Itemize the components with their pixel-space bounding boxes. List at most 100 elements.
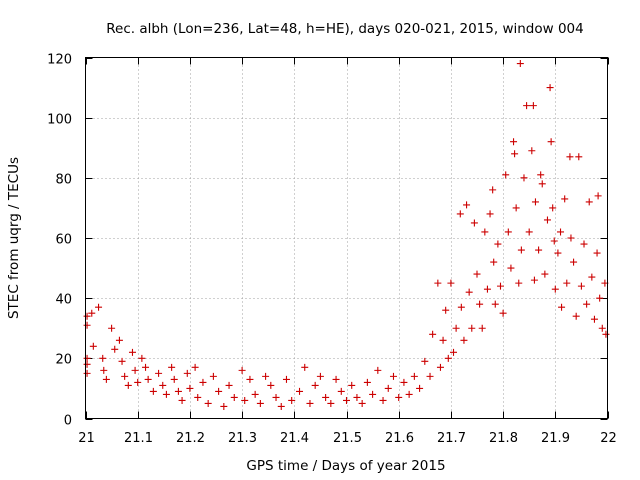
data-point-marker xyxy=(88,309,96,317)
data-point-marker xyxy=(421,357,429,365)
data-point-marker xyxy=(523,102,531,110)
data-point-marker xyxy=(490,258,498,266)
data-point-marker xyxy=(183,369,191,377)
data-point-marker xyxy=(83,354,91,362)
data-point-marker xyxy=(277,402,285,410)
data-point-marker xyxy=(583,300,591,308)
data-point-marker xyxy=(155,369,163,377)
data-point-marker xyxy=(442,306,450,314)
data-point-marker xyxy=(389,372,397,380)
data-point-marker xyxy=(246,375,254,383)
y-tick-label: 80 xyxy=(55,173,72,188)
data-point-marker xyxy=(486,210,494,218)
data-point-marker xyxy=(405,390,413,398)
data-point-marker xyxy=(557,228,565,236)
x-tick-label: 21.4 xyxy=(280,431,309,446)
data-point-marker xyxy=(483,285,491,293)
chart-title: Rec. albh (Lon=236, Lat=48, h=HE), days … xyxy=(106,21,583,37)
data-point-marker xyxy=(168,363,176,371)
data-point-marker xyxy=(194,393,202,401)
x-axis-label: GPS time / Days of year 2015 xyxy=(246,458,445,474)
data-point-marker xyxy=(108,324,116,332)
data-point-marker xyxy=(111,345,119,353)
data-point-marker xyxy=(502,171,510,179)
data-point-marker xyxy=(225,381,233,389)
data-point-marker xyxy=(489,186,497,194)
data-point-marker xyxy=(439,336,447,344)
data-point-marker xyxy=(528,147,536,155)
data-point-marker xyxy=(174,387,182,395)
data-point-marker xyxy=(327,399,335,407)
data-point-marker xyxy=(121,372,129,380)
data-point-marker xyxy=(353,393,361,401)
data-point-marker xyxy=(588,273,596,281)
data-point-marker xyxy=(570,258,578,266)
data-point-marker xyxy=(520,174,528,182)
data-point-marker xyxy=(511,150,519,158)
data-point-marker xyxy=(510,138,518,146)
data-point-marker xyxy=(598,324,606,332)
data-point-marker xyxy=(572,312,580,320)
grid-lines xyxy=(85,57,608,419)
data-point-marker xyxy=(535,246,543,254)
data-point-marker xyxy=(142,363,150,371)
data-point-marker xyxy=(512,204,520,212)
data-point-marker xyxy=(593,249,601,257)
data-point-marker xyxy=(517,246,525,254)
data-point-marker xyxy=(465,288,473,296)
data-point-marker xyxy=(131,366,139,374)
data-point-marker xyxy=(238,366,246,374)
data-point-marker xyxy=(434,279,442,287)
data-point-marker xyxy=(561,195,569,203)
data-point-marker xyxy=(191,363,199,371)
data-point-marker xyxy=(83,321,91,329)
data-point-marker xyxy=(118,357,126,365)
data-point-marker xyxy=(262,372,270,380)
data-point-marker xyxy=(209,372,217,380)
data-point-marker xyxy=(162,390,170,398)
data-point-marker xyxy=(447,279,455,287)
data-point-marker xyxy=(541,270,549,278)
data-point-marker xyxy=(577,282,585,290)
data-point-marker xyxy=(138,354,146,362)
data-point-marker xyxy=(558,303,566,311)
data-point-marker xyxy=(496,282,504,290)
data-point-marker xyxy=(426,372,434,380)
data-point-marker xyxy=(316,372,324,380)
data-point-marker xyxy=(546,84,554,92)
data-point-marker xyxy=(494,240,502,248)
data-point-marker xyxy=(456,210,464,218)
x-tick-label: 22 xyxy=(600,431,617,446)
data-point-marker xyxy=(481,228,489,236)
data-point-marker xyxy=(144,375,152,383)
x-tick-label: 21 xyxy=(78,431,95,446)
data-point-marker xyxy=(566,153,574,161)
data-point-marker xyxy=(476,300,484,308)
data-point-marker xyxy=(215,387,223,395)
x-tick-label: 21.5 xyxy=(333,431,362,446)
data-point-marker xyxy=(516,60,524,68)
data-point-marker xyxy=(575,153,583,161)
data-point-marker xyxy=(128,348,136,356)
data-point-marker xyxy=(538,180,546,188)
data-point-marker xyxy=(554,249,562,257)
data-point-marker xyxy=(282,375,290,383)
data-point-marker xyxy=(95,303,103,311)
axis-ticks xyxy=(85,57,609,420)
data-point-marker xyxy=(199,378,207,386)
data-point-marker xyxy=(410,372,418,380)
data-point-marker xyxy=(124,381,132,389)
data-point-marker xyxy=(468,324,476,332)
data-point-marker xyxy=(337,387,345,395)
data-point-marker xyxy=(537,171,545,179)
data-point-marker xyxy=(580,240,588,248)
data-point-marker xyxy=(596,294,604,302)
data-point-marker xyxy=(416,384,424,392)
data-point-marker xyxy=(594,192,602,200)
data-point-marker xyxy=(322,393,330,401)
data-point-marker xyxy=(230,393,238,401)
data-point-marker xyxy=(529,102,537,110)
data-point-marker xyxy=(102,375,110,383)
data-point-marker xyxy=(530,276,538,284)
